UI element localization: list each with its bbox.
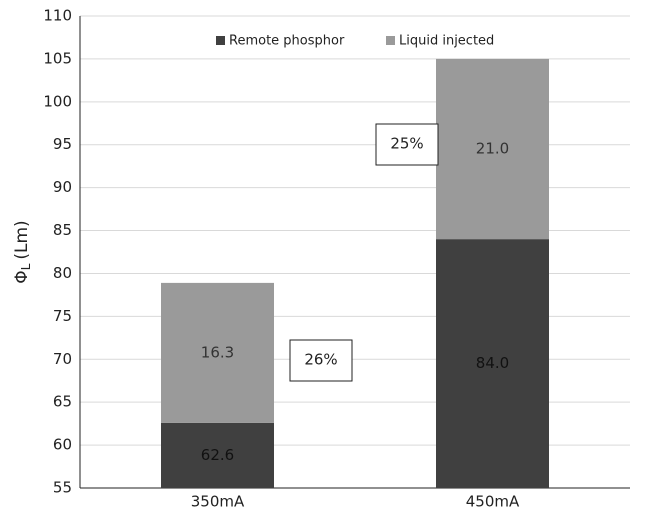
bar-segment [436,239,549,488]
legend-swatch [386,36,395,45]
annotation-box [375,123,439,166]
legend-swatch [216,36,225,45]
legend-label: Liquid injected [399,34,494,49]
y-tick-label: 70 [53,350,72,368]
x-tick-label: 350mA [191,493,245,511]
y-label-subscript: L [19,263,33,270]
y-tick-label: 55 [53,479,72,497]
y-tick-label: 85 [53,221,72,239]
y-tick-label: 90 [53,178,72,196]
y-tick-label: 75 [53,307,72,325]
y-tick-label: 65 [53,393,72,411]
y-tick-label: 110 [43,7,72,25]
y-label-unit: (Lm) [12,220,32,259]
x-tick-label: 450mA [466,493,520,511]
y-axis-label-text: ΦL (Lm) [12,220,33,283]
data-label: 21.0 [476,140,509,158]
annotation: 26% [304,351,337,369]
y-axis-label: ΦL (Lm) [12,220,33,283]
data-label: 84.0 [476,354,509,372]
data-label: 62.6 [201,446,234,464]
legend-label: Remote phosphor [229,34,345,49]
y-label-symbol: Φ [12,270,32,283]
bar-segment [436,58,549,240]
y-tick-label: 100 [43,92,72,110]
y-tick-label: 60 [53,436,72,454]
y-tick-label: 95 [53,135,72,153]
bar-segment [161,422,274,488]
y-tick-label: 105 [43,49,72,67]
y-tick-label: 80 [53,264,72,282]
annotation-box [289,339,353,382]
data-label: 16.3 [201,343,234,361]
bar-segment [161,282,274,423]
annotation: 25% [390,135,423,153]
